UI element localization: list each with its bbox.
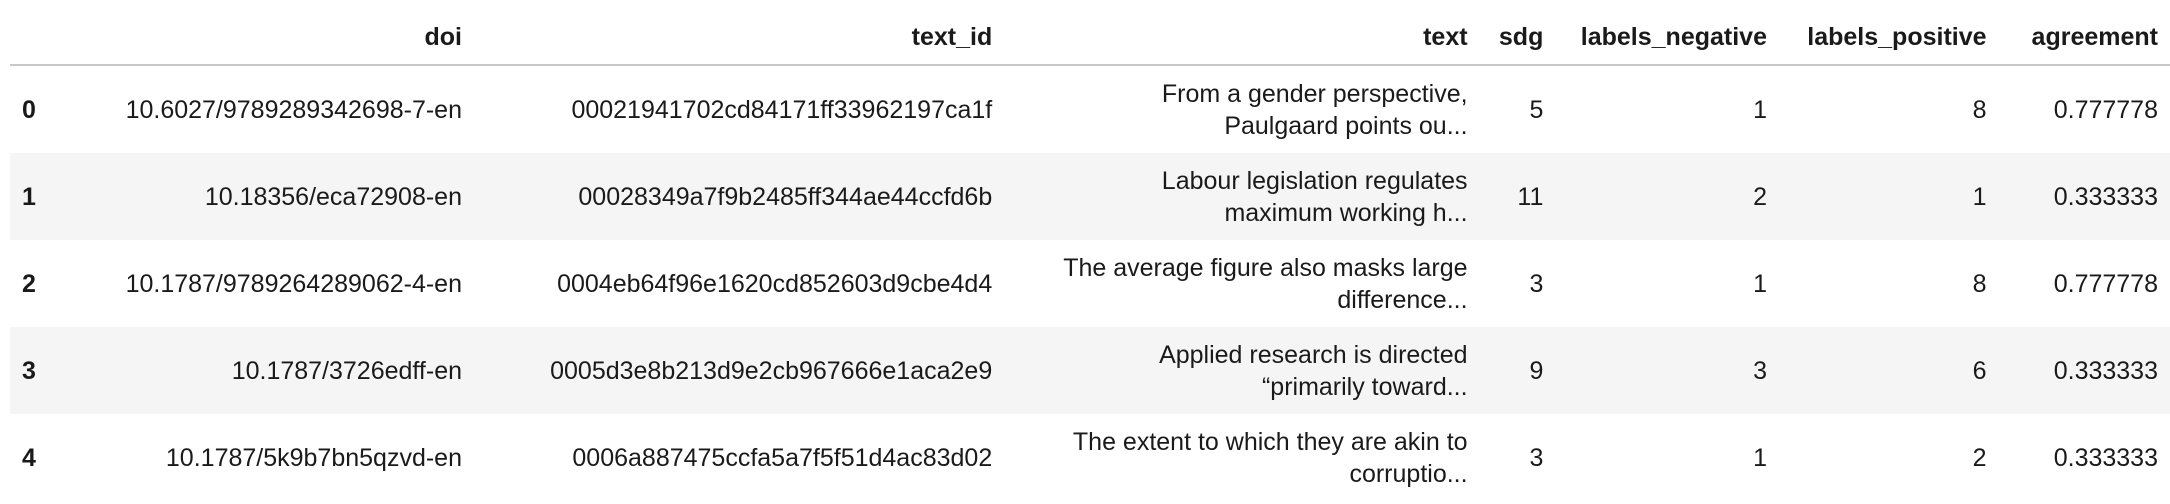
header-agreement: agreement: [1998, 10, 2170, 66]
cell-text-line: corruptio...: [1349, 459, 1468, 488]
cell-agreement: 0.333333: [2053, 356, 2158, 385]
cell-labels-negative: 2: [1753, 182, 1767, 211]
dataframe-table: doi text_id text sdg labels_negative lab…: [10, 10, 2170, 501]
cell-labels-positive: 2: [1972, 443, 1987, 472]
header-sdg: sdg: [1479, 10, 1556, 66]
cell-labels-positive: 1: [1972, 182, 1987, 211]
table-body: 0 10.6027/9789289342698-7-en 00021941702…: [10, 65, 2170, 501]
header-text-id: text_id: [474, 10, 1005, 66]
header-text: text: [1004, 10, 1480, 66]
cell-text-line: “primarily toward...: [1261, 372, 1468, 401]
cell-text-line: The extent to which they are akin to: [1072, 427, 1468, 456]
cell-labels-positive: 8: [1972, 95, 1987, 124]
cell-text-id: 0004eb64f96e1620cd852603d9cbe4d4: [557, 269, 993, 298]
header-labels-positive: labels_positive: [1778, 10, 1999, 66]
row-index: 3: [22, 356, 36, 385]
cell-agreement: 0.333333: [2053, 443, 2158, 472]
row-index: 1: [22, 182, 36, 211]
cell-text-id: 00028349a7f9b2485ff344ae44ccfd6b: [578, 182, 993, 211]
cell-text-id: 00021941702cd84171ff33962197ca1f: [571, 95, 993, 124]
table-row: 1 10.18356/eca72908-en 00028349a7f9b2485…: [10, 153, 2170, 240]
cell-doi: 10.6027/9789289342698-7-en: [125, 95, 462, 124]
cell-text: The extent to which they are akin to cor…: [1004, 414, 1479, 501]
cell-text: Labour legislation regulates maximum wor…: [1004, 153, 1479, 240]
cell-doi: 10.1787/9789264289062-4-en: [125, 269, 462, 298]
table-row: 0 10.6027/9789289342698-7-en 00021941702…: [10, 65, 2170, 153]
cell-text-id: 0005d3e8b213d9e2cb967666e1aca2e9: [550, 356, 993, 385]
cell-sdg: 11: [1517, 182, 1544, 211]
table-header: doi text_id text sdg labels_negative lab…: [10, 10, 2170, 66]
cell-sdg: 3: [1529, 443, 1544, 472]
cell-text-line: The average figure also masks large: [1063, 253, 1468, 282]
cell-sdg: 9: [1529, 356, 1544, 385]
row-index: 4: [22, 443, 36, 472]
cell-doi: 10.18356/eca72908-en: [204, 182, 462, 211]
cell-agreement: 0.333333: [2053, 182, 2158, 211]
table-row: 4 10.1787/5k9b7bn5qzvd-en 0006a887475ccf…: [10, 414, 2170, 501]
cell-doi: 10.1787/5k9b7bn5qzvd-en: [165, 443, 462, 472]
dataframe-container: doi text_id text sdg labels_negative lab…: [10, 10, 2170, 501]
cell-text-line: Labour legislation regulates: [1161, 166, 1468, 195]
row-index: 0: [22, 95, 36, 124]
cell-doi: 10.1787/3726edff-en: [231, 356, 462, 385]
cell-text-line: Applied research is directed: [1159, 340, 1468, 369]
cell-text: Applied research is directed “primarily …: [1004, 327, 1479, 414]
header-index: [10, 10, 76, 66]
header-labels-negative: labels_negative: [1555, 10, 1779, 66]
cell-text-line: From a gender perspective,: [1161, 79, 1468, 108]
cell-labels-negative: 1: [1753, 269, 1767, 298]
cell-text-line: difference...: [1337, 285, 1468, 314]
cell-text-line: Paulgaard points ou...: [1224, 111, 1468, 140]
cell-agreement: 0.777778: [2053, 95, 2158, 124]
cell-text-line: maximum working h...: [1224, 198, 1468, 227]
cell-sdg: 3: [1529, 269, 1544, 298]
cell-sdg: 5: [1529, 95, 1544, 124]
cell-agreement: 0.777778: [2053, 269, 2158, 298]
cell-labels-negative: 3: [1753, 356, 1767, 385]
cell-text-id: 0006a887475ccfa5a7f5f51d4ac83d02: [572, 443, 993, 472]
row-index: 2: [22, 269, 36, 298]
table-row: 2 10.1787/9789264289062-4-en 0004eb64f96…: [10, 240, 2170, 327]
table-row: 3 10.1787/3726edff-en 0005d3e8b213d9e2cb…: [10, 327, 2170, 414]
cell-labels-positive: 6: [1972, 356, 1987, 385]
header-row: doi text_id text sdg labels_negative lab…: [10, 10, 2170, 66]
header-doi: doi: [75, 10, 474, 66]
cell-labels-positive: 8: [1972, 269, 1987, 298]
cell-text: The average figure also masks large diff…: [1004, 240, 1479, 327]
cell-labels-negative: 1: [1753, 95, 1767, 124]
cell-text: From a gender perspective, Paulgaard poi…: [1004, 65, 1479, 153]
cell-labels-negative: 1: [1753, 443, 1767, 472]
